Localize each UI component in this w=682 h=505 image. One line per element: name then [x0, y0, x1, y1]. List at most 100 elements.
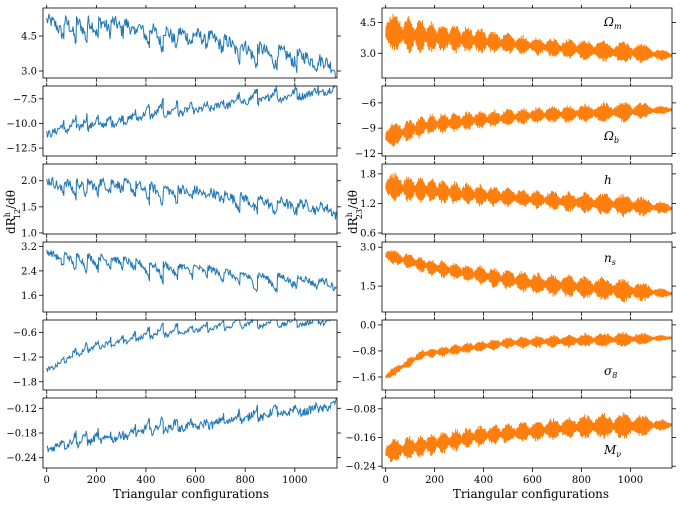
- param-label-main: n: [604, 251, 612, 265]
- y-label-left-main: dR: [4, 216, 18, 234]
- axes-frame: [381, 163, 673, 235]
- y-axis-label-right-wrap: dRh23/dθ: [345, 190, 364, 234]
- param-label: h: [604, 173, 612, 187]
- y-tick-label: 2.4: [21, 266, 37, 277]
- y-axis-label-left-wrap: dRh12/dθ: [3, 190, 22, 234]
- y-tick-label: 0.6: [360, 229, 376, 240]
- param-label-main: Ω: [603, 129, 614, 143]
- y-tick-label: 4.5: [360, 18, 376, 29]
- y-label-left-sup: h: [3, 212, 12, 217]
- x-tick-label: 400: [474, 475, 493, 486]
- axes-frame: [42, 7, 338, 79]
- series-line-left-1: [46, 13, 337, 79]
- panel-left-2: −12.5 −10.0 −7.5: [6, 83, 341, 160]
- x-tick-label: 600: [523, 475, 542, 486]
- y-tick-label: −0.6: [13, 328, 37, 339]
- x-tick-label: 200: [425, 475, 444, 486]
- panel-right-6: −0.24 −0.16 −0.08 0 200 400 600 800 1000 Mν: [345, 395, 676, 486]
- panel-right-1: 3.0 4.5 Ωm: [360, 5, 676, 82]
- param-label: Ωm: [603, 15, 622, 31]
- param-label: Mν: [603, 443, 621, 459]
- y-label-left-tail: /dθ: [4, 190, 18, 209]
- series-line-left-2: [46, 85, 337, 138]
- param-label: σ8: [604, 364, 617, 380]
- y-tick-label: −1.6: [352, 372, 376, 383]
- y-tick-label: 1.2: [360, 199, 376, 210]
- param-label-main: Ω: [603, 15, 614, 29]
- y-tick-label: −0.16: [345, 433, 376, 444]
- series-line-left-4: [46, 249, 337, 293]
- y-tick-label: 3.0: [360, 243, 376, 254]
- panel-right-3: 0.6 1.2 1.8 h: [360, 161, 676, 240]
- x-tick-label: 400: [136, 475, 155, 486]
- y-tick-label: 1.5: [360, 282, 376, 293]
- panel-right-5: −1.6 −0.8 0.0 σ8: [352, 317, 676, 394]
- y-tick-label: −12.5: [6, 144, 37, 155]
- panel-left-5: −1.8 −1.2 −0.6: [13, 317, 341, 394]
- axes-frame: [381, 319, 673, 391]
- x-axis-label-right-wrap: Triangular configurations: [453, 487, 609, 501]
- y-label-left-sub: 12: [13, 209, 22, 219]
- series-line-right-2: [385, 102, 673, 147]
- axes-frame: [42, 397, 338, 469]
- panels: 3.0 4.5 −12.5 −10.0 −7.5 1.0 1.5 2.0 1.6 2.4 3.2 −1…: [6, 5, 676, 486]
- y-tick-label: 1.0: [21, 228, 37, 239]
- y-tick-label: 3.0: [360, 49, 376, 60]
- y-tick-label: −12: [355, 149, 376, 160]
- series-line-right-6: [385, 412, 673, 463]
- y-tick-label: −0.18: [6, 429, 37, 440]
- y-axis-label-left: dRh12/dθ: [3, 190, 22, 234]
- series-line-right-1: [385, 13, 673, 63]
- y-label-right-tail: /dθ: [346, 190, 360, 209]
- x-tick-label: 600: [186, 475, 205, 486]
- series-line-left-3: [46, 176, 337, 220]
- y-label-right-sup: h: [345, 212, 354, 217]
- param-label-sub: b: [614, 136, 619, 145]
- y-tick-label: 0.0: [360, 320, 376, 331]
- y-tick-label: 3.0: [21, 67, 37, 78]
- y-tick-label: −6: [361, 98, 376, 109]
- axes-frame: [42, 85, 338, 157]
- y-tick-label: 4.5: [21, 32, 37, 43]
- y-tick-label: −9: [361, 124, 376, 135]
- series-line-right-5: [385, 331, 673, 379]
- axes-frame: [381, 7, 673, 79]
- param-label-main: h: [604, 173, 612, 187]
- x-tick-label: 200: [87, 475, 106, 486]
- axes-frame: [381, 397, 673, 469]
- param-label-sub: s: [612, 258, 616, 267]
- series-line-left-6: [46, 397, 337, 453]
- axes-frame: [381, 241, 673, 313]
- x-tick-label: 1000: [282, 475, 307, 486]
- panel-right-2: −12 −9 −6 Ωb: [355, 83, 676, 160]
- series-line-right-3: [385, 172, 673, 218]
- y-axis-label-right: dRh23/dθ: [345, 190, 364, 234]
- panel-left-1: 3.0 4.5: [21, 5, 341, 82]
- y-tick-label: −10.0: [6, 119, 37, 130]
- param-label-main: M: [603, 443, 617, 457]
- param-label-main: σ: [604, 364, 613, 378]
- param-label: ns: [604, 251, 616, 267]
- axes-frame: [42, 241, 338, 313]
- x-tick-label: 1000: [618, 475, 643, 486]
- y-tick-label: 2.0: [21, 176, 37, 187]
- panel-left-3: 1.0 1.5 2.0: [21, 161, 341, 239]
- y-tick-label: −0.24: [345, 462, 376, 473]
- y-tick-label: −0.08: [345, 404, 376, 415]
- param-label-sub: m: [614, 22, 622, 31]
- y-tick-label: −0.24: [6, 453, 37, 464]
- x-axis-label-left: Triangular configurations: [113, 487, 269, 501]
- panel-right-4: 1.5 3.0 ns: [360, 239, 676, 316]
- x-tick-label: 0: [44, 475, 50, 486]
- x-tick-label: 800: [572, 475, 591, 486]
- series-line-right-4: [385, 250, 673, 303]
- x-axis-label-right: Triangular configurations: [453, 487, 609, 501]
- y-label-right-main: dR: [346, 216, 360, 234]
- x-axis-label-left-wrap: Triangular configurations: [113, 487, 269, 501]
- y-tick-label: 1.8: [360, 169, 376, 180]
- param-label: Ωb: [603, 129, 619, 145]
- axes-frame: [42, 319, 338, 391]
- y-tick-label: 1.6: [21, 291, 37, 302]
- axes-frame: [42, 163, 338, 235]
- panel-left-6: −0.24 −0.18 −0.12 0 200 400 600 800 1000: [6, 395, 341, 486]
